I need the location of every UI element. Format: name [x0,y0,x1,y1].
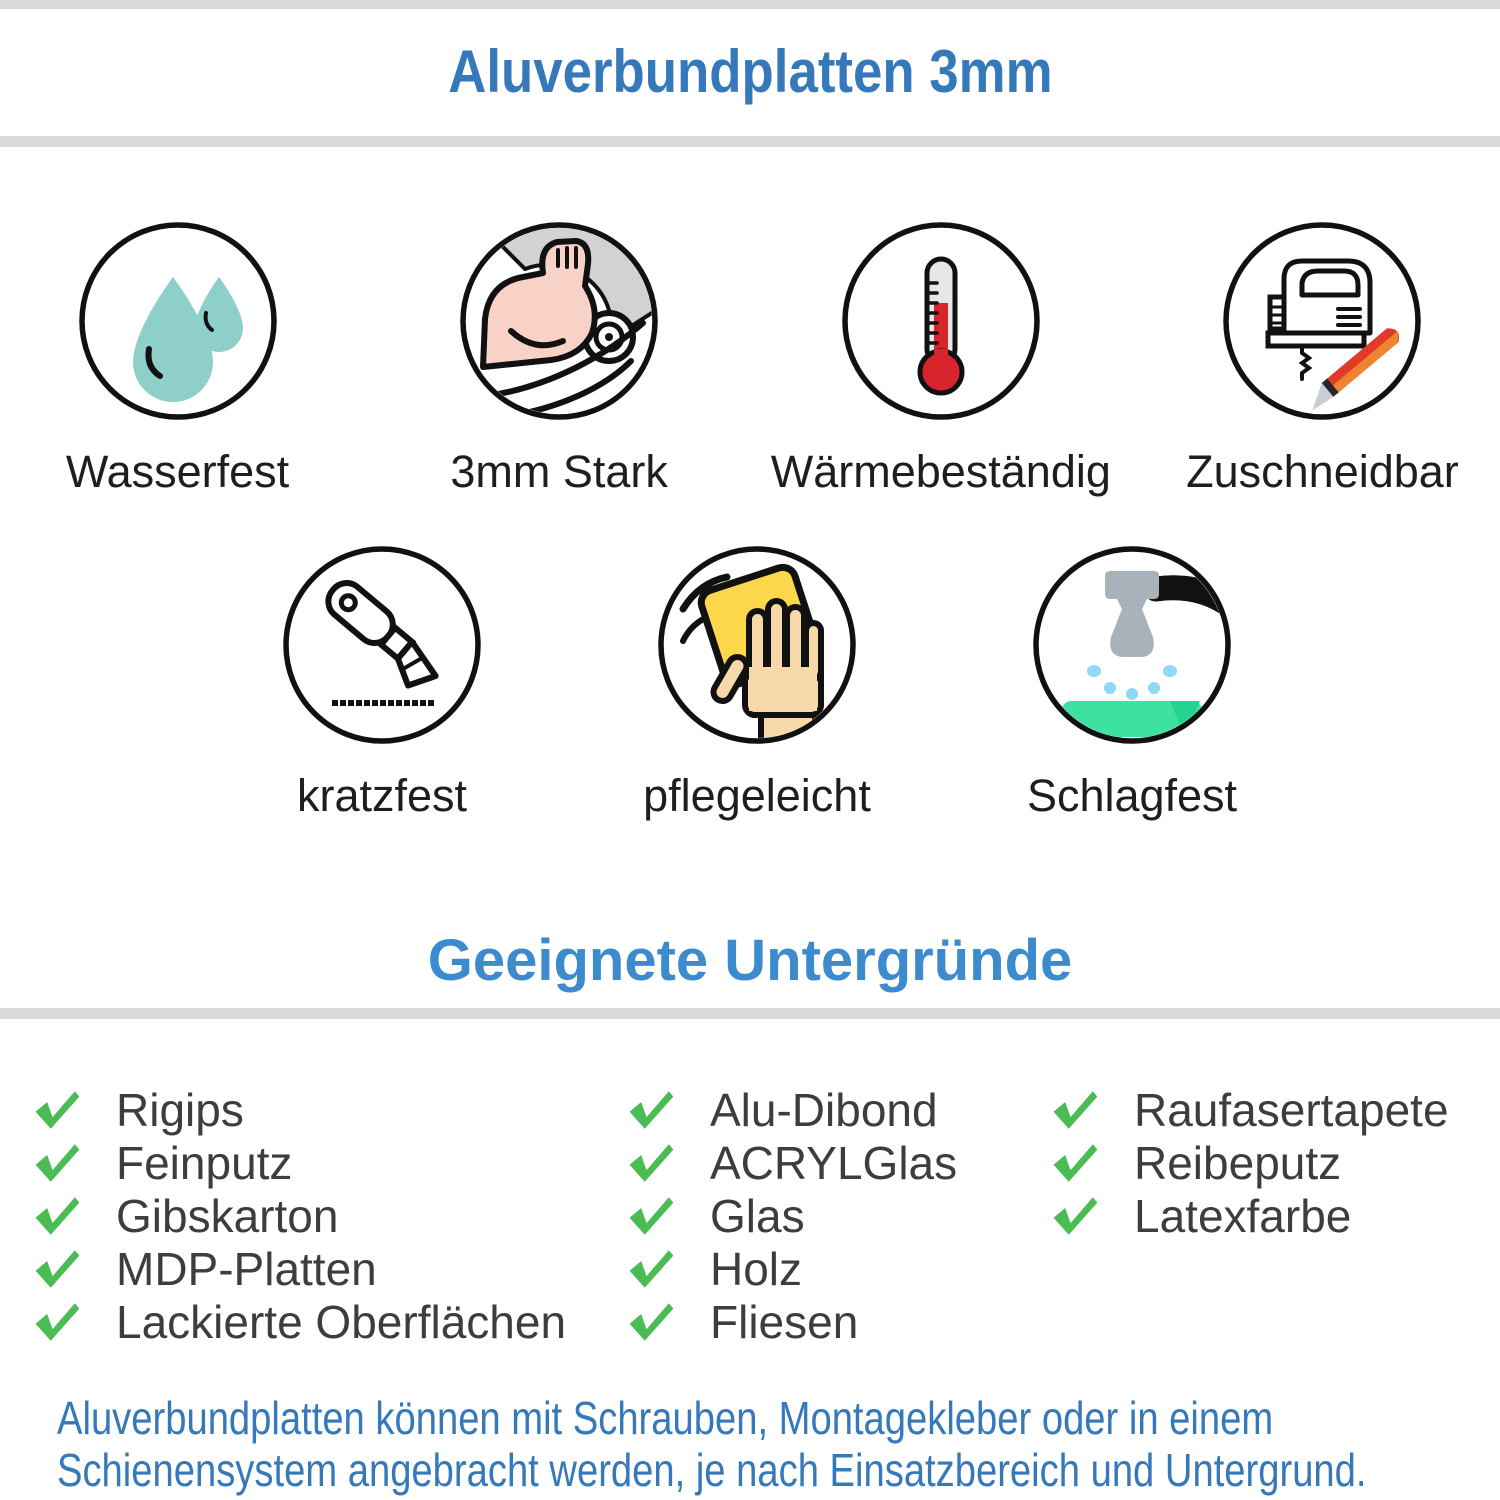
feature-label: Zuschneidbar [1186,446,1459,497]
feature-label: Wasserfest [65,446,290,497]
footer-line-1: Aluverbundplatten können mit Schrauben, … [57,1392,1274,1444]
feature-waermebestaendig: Wärmebeständig [768,221,1113,497]
substrate-label: Lackierte Oberflächen [116,1295,567,1348]
page-title: Aluverbundplatten 3mm [0,35,1500,109]
feature-wasserfest: Wasserfest [5,221,350,497]
jigsaw-cutter-icon [1223,222,1422,420]
footer-line-2: Schienensystem angebracht werden, je nac… [57,1444,1367,1496]
section-title-untergruende: Geeignete Untergründe [0,927,1500,995]
check-icon [35,1143,80,1182]
substrates-list: Rigips Feinputz Gibskarton MDP-Platten L… [0,1083,1500,1348]
check-icon [1053,1196,1098,1235]
feature-row-2: kratzfest [0,545,1500,821]
substrate-label: Fliesen [710,1295,859,1348]
feature-label: 3mm Stark [450,446,668,497]
check-icon [629,1143,674,1182]
substrates-column-1: Rigips Feinputz Gibskarton MDP-Platten L… [0,1083,612,1348]
substrate-label: Gibskarton [116,1189,339,1242]
substrate-item: Holz [626,1242,1040,1295]
section-title-text: Geeignete Untergründe [427,928,1073,993]
substrate-item: Glas [626,1189,1040,1242]
feature-zuschneidbar: Zuschneidbar [1150,221,1495,497]
check-icon [35,1249,80,1288]
substrate-label: ACRYLGlas [710,1136,958,1189]
substrate-label: Reibeputz [1134,1136,1342,1189]
section-divider [0,1008,1500,1019]
check-icon [35,1090,80,1129]
substrate-item: Fliesen [626,1295,1040,1348]
hand-cloth-icon [658,546,856,744]
substrate-item: Lackierte Oberflächen [32,1295,612,1348]
substrate-label: Holz [710,1242,803,1295]
check-icon [629,1196,674,1235]
substrate-item: Latexfarbe [1050,1189,1500,1242]
substrate-item: MDP-Platten [32,1242,612,1295]
section-divider [0,136,1500,147]
check-icon [1053,1143,1098,1182]
page-title-text: Aluverbundplatten 3mm [447,38,1053,105]
top-divider-bar [0,0,1500,9]
check-icon [629,1249,674,1288]
substrates-column-3: Raufasertapete Reibeputz Latexfarbe [1040,1083,1500,1348]
substrate-item: ACRYLGlas [626,1136,1040,1189]
feature-label: pflegeleicht [643,770,871,821]
check-icon [35,1302,80,1341]
substrate-label: Glas [710,1189,805,1242]
check-icon [35,1196,80,1235]
water-drops-icon [78,222,277,420]
substrate-label: MDP-Platten [116,1242,377,1295]
check-icon [1053,1090,1098,1129]
substrate-label: Raufasertapete [1134,1083,1449,1136]
feature-schlagfest: Schlagfest [962,545,1302,821]
substrates-column-2: Alu-Dibond ACRYLGlas Glas Holz Fliesen [612,1083,1040,1348]
feature-label: kratzfest [296,770,468,821]
feature-kratzfest: kratzfest [212,545,552,821]
substrate-item: Rigips [32,1083,612,1136]
feature-label: Schlagfest [1026,770,1238,821]
check-icon [629,1302,674,1341]
feature-label: Wärmebeständig [770,446,1111,497]
substrate-item: Alu-Dibond [626,1083,1040,1136]
check-icon [629,1090,674,1129]
substrate-label: Rigips [116,1083,244,1136]
muscle-arm-panel-icon [460,222,658,420]
substrate-label: Latexfarbe [1134,1189,1352,1242]
feature-row-1: Wasserfest 3mm Stark [0,221,1500,497]
footer-note: Aluverbundplatten können mit Schrauben, … [0,1392,1500,1496]
substrate-item: Raufasertapete [1050,1083,1500,1136]
feature-3mm-stark: 3mm Stark [387,221,732,497]
hammer-impact-icon [1033,546,1231,744]
feature-pflegeleicht: pflegeleicht [587,545,927,821]
utility-knife-icon [283,546,481,744]
substrate-label: Feinputz [116,1136,293,1189]
substrate-label: Alu-Dibond [710,1083,938,1136]
thermometer-icon [842,222,1040,420]
substrate-item: Reibeputz [1050,1136,1500,1189]
substrate-item: Gibskarton [32,1189,612,1242]
substrate-item: Feinputz [32,1136,612,1189]
